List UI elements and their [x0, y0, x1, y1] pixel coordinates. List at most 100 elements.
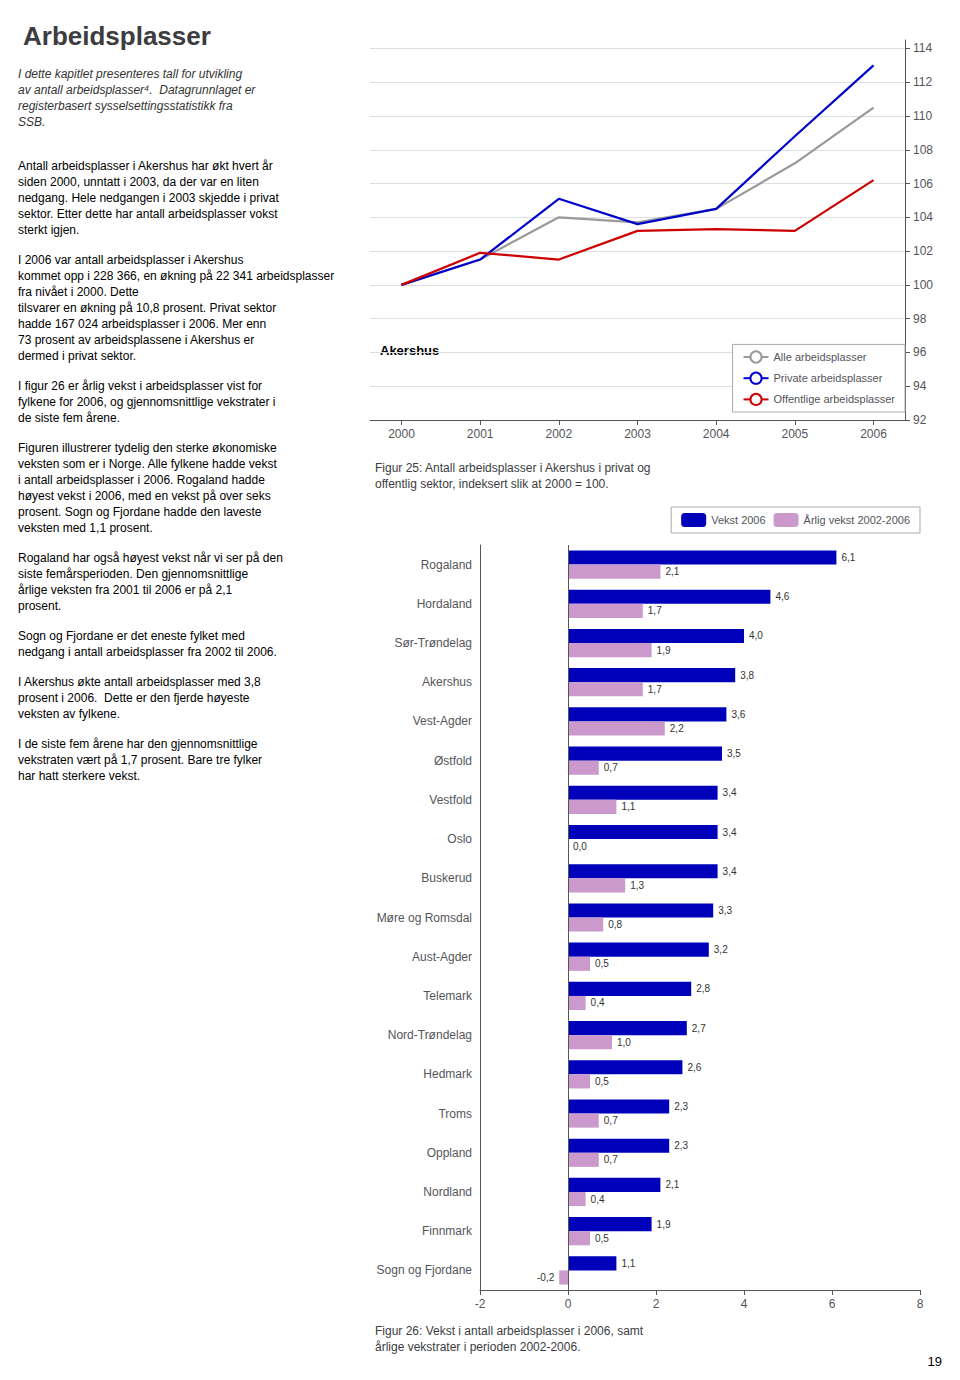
- svg-text:108: 108: [913, 143, 933, 157]
- svg-text:96: 96: [913, 345, 927, 359]
- svg-text:3,4: 3,4: [723, 827, 737, 838]
- svg-text:0,5: 0,5: [595, 1076, 609, 1087]
- svg-text:3,4: 3,4: [723, 787, 737, 798]
- svg-text:offentlig sektor, indeksert sl: offentlig sektor, indeksert slik at 2000…: [375, 477, 609, 491]
- svg-text:2006: 2006: [860, 427, 887, 441]
- svg-text:3,2: 3,2: [714, 944, 728, 955]
- svg-text:6,1: 6,1: [841, 552, 855, 563]
- svg-text:0,4: 0,4: [591, 997, 605, 1008]
- svg-text:102: 102: [913, 244, 933, 258]
- svg-text:Møre og Romsdal: Møre og Romsdal: [377, 911, 472, 925]
- svg-text:2004: 2004: [703, 427, 730, 441]
- svg-text:Private arbeidsplasser: Private arbeidsplasser: [774, 372, 883, 384]
- svg-text:SSB.: SSB.: [18, 115, 45, 129]
- svg-text:Hedmark: Hedmark: [423, 1067, 473, 1081]
- svg-text:Antall arbeidsplasser i Akersh: Antall arbeidsplasser i Akershus har økt…: [18, 159, 273, 173]
- svg-text:2001: 2001: [467, 427, 494, 441]
- svg-text:0: 0: [565, 1297, 572, 1311]
- svg-text:104: 104: [913, 210, 933, 224]
- svg-text:prosent i 2006. Dette er den: prosent i 2006. Dette er den fjerde høye…: [18, 691, 250, 705]
- svg-text:0,7: 0,7: [604, 1115, 618, 1126]
- svg-text:registerbasert sysselsettingss: registerbasert sysselsettingsstatistikk …: [18, 99, 233, 113]
- svg-text:årlige vekstrater i perioden 2: årlige vekstrater i perioden 2002-2006.: [375, 1340, 580, 1354]
- svg-text:Arbeidsplasser: Arbeidsplasser: [23, 21, 211, 51]
- svg-text:fylkene for 2006, og gjennomsn: fylkene for 2006, og gjennomsnittlige ve…: [18, 395, 275, 409]
- svg-text:114: 114: [913, 41, 932, 55]
- svg-text:4,0: 4,0: [749, 630, 763, 641]
- svg-text:I figur 26 er årlig vekst i ar: I figur 26 er årlig vekst i arbeidsplass…: [18, 379, 262, 393]
- svg-text:2,3: 2,3: [674, 1101, 688, 1112]
- svg-text:Offentlige arbeidsplasser: Offentlige arbeidsplasser: [774, 393, 896, 405]
- svg-text:3,4: 3,4: [723, 866, 737, 877]
- svg-text:0,0: 0,0: [573, 841, 587, 852]
- svg-text:Sør-Trøndelag: Sør-Trøndelag: [394, 636, 472, 650]
- svg-text:1,3: 1,3: [630, 880, 644, 891]
- svg-text:av antall arbeidsplasser⁴. Da: av antall arbeidsplasser⁴. Datagrunnlage…: [18, 83, 256, 97]
- svg-text:6: 6: [829, 1297, 836, 1311]
- svg-text:I Akershus økte antall arbeids: I Akershus økte antall arbeidsplasser me…: [18, 675, 261, 689]
- svg-text:3,3: 3,3: [718, 905, 732, 916]
- svg-text:-0,2: -0,2: [537, 1272, 555, 1283]
- svg-text:veksten med 1,1 prosent.: veksten med 1,1 prosent.: [18, 521, 153, 535]
- svg-text:Buskerud: Buskerud: [421, 871, 472, 885]
- svg-text:hadde 167 024 arbeidsplasser i: hadde 167 024 arbeidsplasser i 2006. Mer…: [18, 317, 266, 331]
- svg-text:I 2006 var antall arbeidsplass: I 2006 var antall arbeidsplasser i Akers…: [18, 253, 243, 267]
- svg-text:Sogn og Fjordane: Sogn og Fjordane: [377, 1263, 473, 1277]
- svg-text:0,5: 0,5: [595, 1233, 609, 1244]
- svg-text:Troms: Troms: [438, 1107, 472, 1121]
- svg-text:Hordaland: Hordaland: [417, 597, 472, 611]
- svg-text:dermed i privat sektor.: dermed i privat sektor.: [18, 349, 136, 363]
- svg-text:prosent. Sogn og Fjordane hadd: prosent. Sogn og Fjordane hadde den lave…: [18, 505, 262, 519]
- svg-text:2,6: 2,6: [687, 1062, 701, 1073]
- svg-text:1,7: 1,7: [648, 684, 662, 695]
- svg-text:2: 2: [653, 1297, 660, 1311]
- svg-text:2002: 2002: [545, 427, 572, 441]
- svg-text:Oppland: Oppland: [427, 1146, 472, 1160]
- svg-text:19: 19: [928, 1354, 942, 1369]
- svg-text:1,9: 1,9: [657, 645, 671, 656]
- svg-text:-2: -2: [475, 1297, 486, 1311]
- svg-text:Oslo: Oslo: [447, 832, 472, 846]
- svg-text:tilsvarer en økning på 10,8 pr: tilsvarer en økning på 10,8 prosent. Pri…: [18, 301, 276, 315]
- svg-text:Rogaland: Rogaland: [421, 558, 472, 572]
- svg-text:2,1: 2,1: [665, 566, 679, 577]
- svg-text:0,7: 0,7: [604, 762, 618, 773]
- svg-text:I de siste fem årene har den g: I de siste fem årene har den gjennomsnit…: [18, 737, 258, 751]
- svg-text:2005: 2005: [782, 427, 809, 441]
- svg-text:høyest vekst i 2006, med en ve: høyest vekst i 2006, med en vekst på ove…: [18, 489, 271, 503]
- svg-text:Vestfold: Vestfold: [429, 793, 472, 807]
- svg-text:nedgang. Hele nedgangen i 2003: nedgang. Hele nedgangen i 2003 skjedde i…: [18, 191, 280, 205]
- svg-text:veksten som er i Norge. Alle f: veksten som er i Norge. Alle fylkene had…: [18, 457, 277, 471]
- svg-text:Sogn og Fjordane er det eneste: Sogn og Fjordane er det eneste fylket me…: [18, 629, 245, 643]
- svg-text:Akershus: Akershus: [422, 675, 472, 689]
- svg-text:Aust-Agder: Aust-Agder: [412, 950, 472, 964]
- svg-text:94: 94: [913, 379, 927, 393]
- svg-text:vekstraten vært på 1,7 prosent: vekstraten vært på 1,7 prosent. Bare tre…: [18, 753, 262, 767]
- svg-text:112: 112: [913, 75, 932, 89]
- svg-text:100: 100: [913, 278, 933, 292]
- svg-text:0,7: 0,7: [604, 1154, 618, 1165]
- svg-text:0,4: 0,4: [591, 1194, 605, 1205]
- svg-text:2,2: 2,2: [670, 723, 684, 734]
- svg-text:Figuren illustrerer tydelig de: Figuren illustrerer tydelig den sterke ø…: [18, 441, 277, 455]
- svg-text:3,6: 3,6: [731, 709, 745, 720]
- svg-text:de siste fem årene.: de siste fem årene.: [18, 411, 120, 425]
- svg-text:Årlig vekst 2002-2006: Årlig vekst 2002-2006: [804, 514, 910, 526]
- svg-text:1,9: 1,9: [657, 1219, 671, 1230]
- svg-text:1,1: 1,1: [621, 801, 635, 812]
- svg-text:Finnmark: Finnmark: [422, 1224, 473, 1238]
- svg-text:2,7: 2,7: [692, 1023, 706, 1034]
- svg-text:2003: 2003: [624, 427, 651, 441]
- svg-text:I dette kapitlet presenteres t: I dette kapitlet presenteres tall for ut…: [18, 67, 242, 81]
- svg-text:Østfold: Østfold: [434, 754, 472, 768]
- svg-text:Nord-Trøndelag: Nord-Trøndelag: [388, 1028, 472, 1042]
- svg-text:Akershus: Akershus: [380, 343, 439, 358]
- svg-text:Nordland: Nordland: [423, 1185, 472, 1199]
- svg-text:i antall arbeidsplasser i 2006: i antall arbeidsplasser i 2006. Rogaland…: [18, 473, 265, 487]
- svg-text:110: 110: [913, 109, 932, 123]
- svg-text:3,5: 3,5: [727, 748, 741, 759]
- svg-text:4,6: 4,6: [775, 591, 789, 602]
- svg-text:veksten av fylkene.: veksten av fylkene.: [18, 707, 120, 721]
- svg-text:1,7: 1,7: [648, 605, 662, 616]
- svg-text:siste femårsperioden. Den gjen: siste femårsperioden. Den gjennomsnittli…: [18, 567, 248, 581]
